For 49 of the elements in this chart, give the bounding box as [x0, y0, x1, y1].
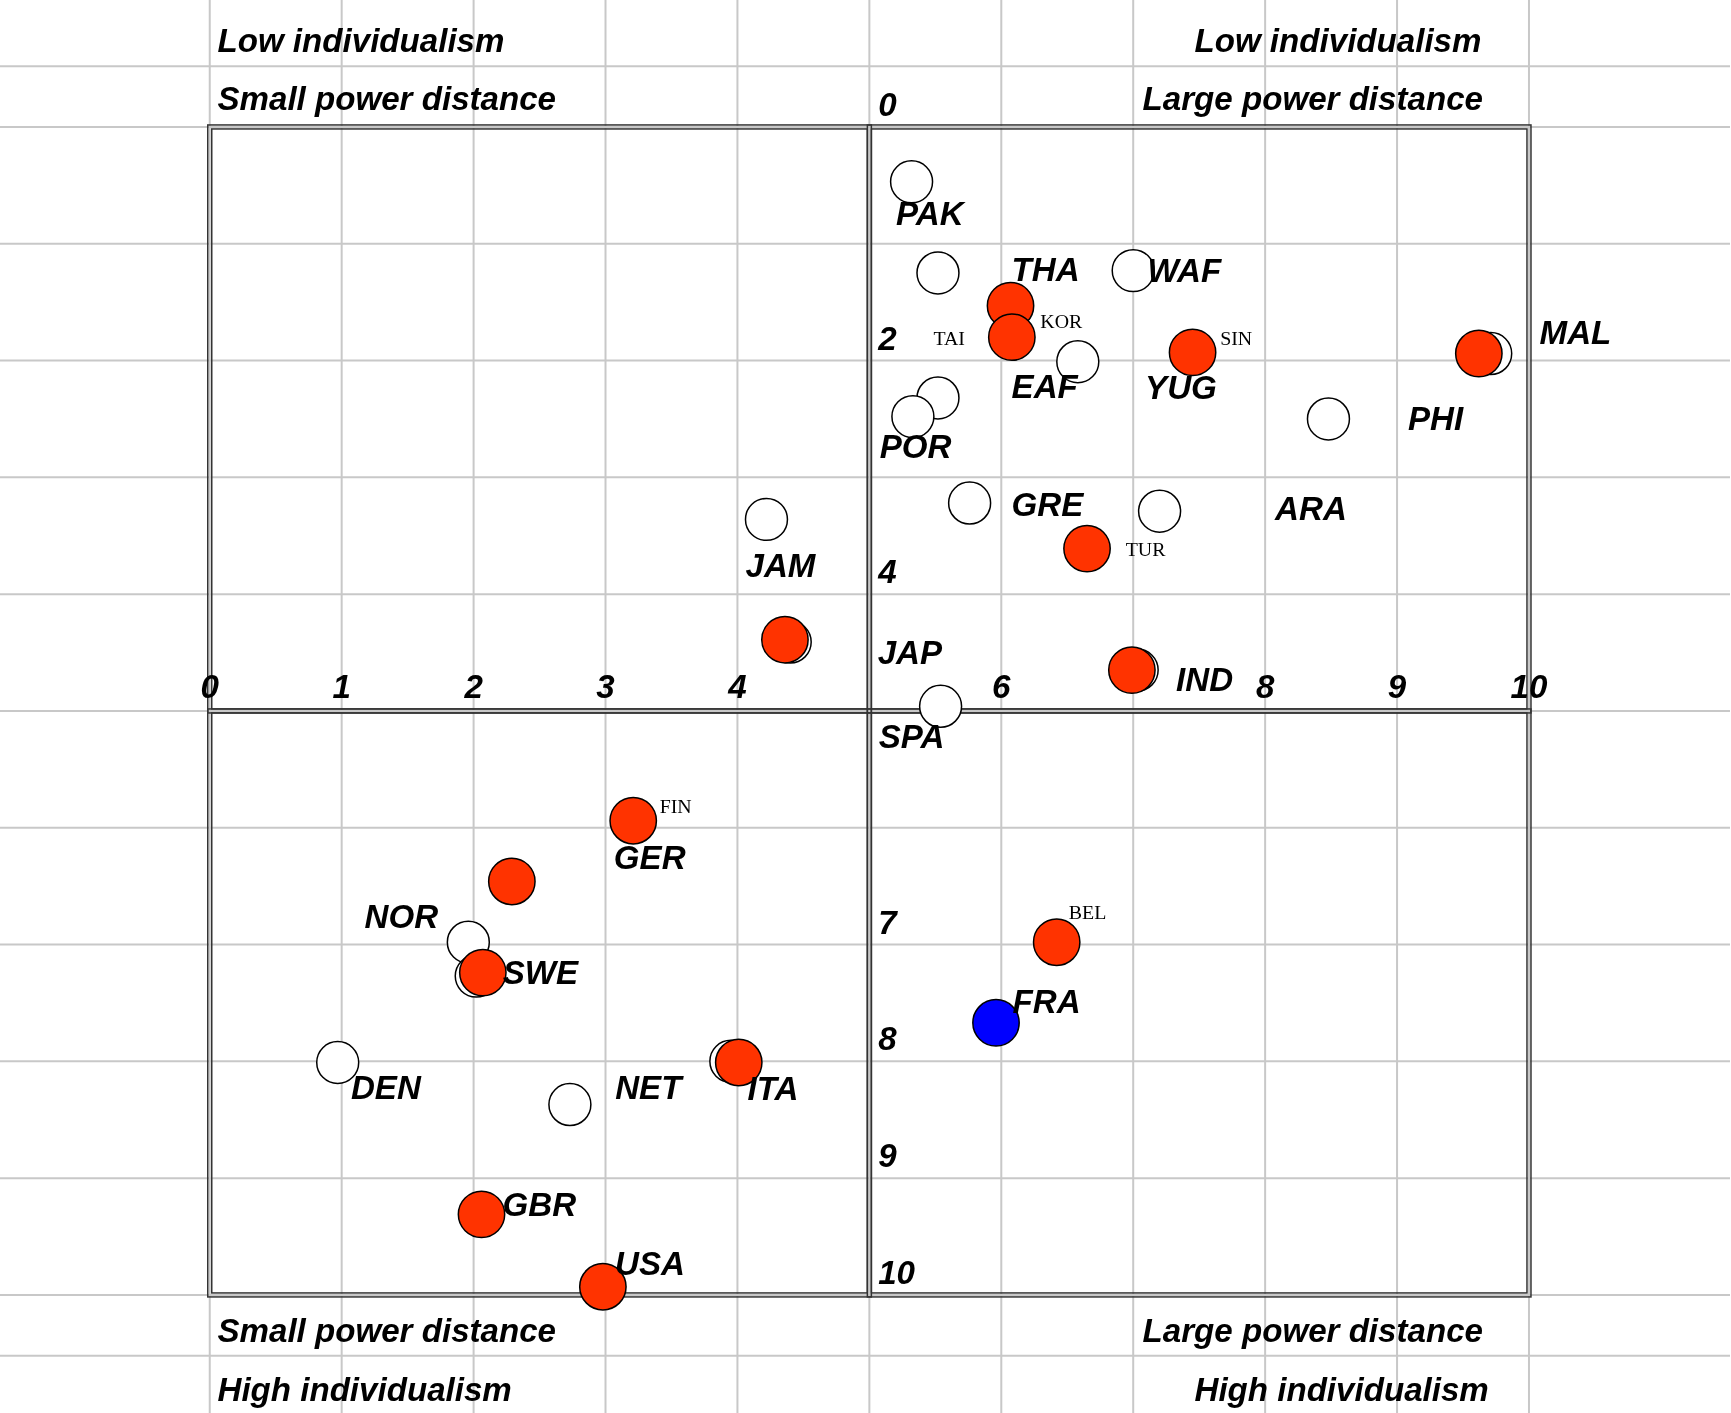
x-tick-label: 4 [727, 667, 747, 705]
annotation: FRA [1012, 982, 1081, 1020]
x-tick-label: 8 [1255, 667, 1275, 705]
annotation: TUR [1125, 538, 1167, 561]
text: Small power distance [217, 1312, 557, 1350]
annotation: FIN [659, 795, 692, 818]
annotation: JAP [877, 633, 943, 671]
annotation: SIN [1220, 326, 1253, 349]
annotation: YUG [1145, 368, 1217, 406]
text: High individualism [217, 1370, 512, 1408]
annotation: NOR [364, 897, 439, 935]
annotation: GBR [502, 1186, 577, 1224]
text: Low individualism [1194, 21, 1482, 59]
annotation: EAF [1011, 368, 1079, 406]
x-tick-label: 2 [463, 667, 484, 705]
y-tick-label: 2 [877, 319, 898, 357]
text: Low individualism [217, 21, 505, 59]
x-tick-label: 3 [596, 667, 616, 705]
x-tick-label: 9 [1387, 667, 1407, 705]
x-tick-label: 1 [332, 667, 351, 705]
annotation: MAL [1539, 313, 1612, 351]
annotation: JAM [745, 546, 817, 584]
text: High individualism [1194, 1370, 1489, 1408]
annotation: KOR [1040, 309, 1084, 332]
y-tick-label: 9 [878, 1137, 898, 1175]
annotation: TAI [933, 327, 965, 350]
annotation: GER [613, 838, 686, 876]
x-tick-label: 6 [992, 667, 1012, 705]
annotation: PAK [896, 194, 966, 232]
annotation: IND [1176, 660, 1234, 698]
text: Small power distance [217, 80, 557, 118]
y-tick-label: 0 [878, 85, 898, 123]
y-tick-label: 4 [877, 553, 897, 591]
y-tick-label: 10 [878, 1253, 916, 1291]
annotation: DEN [350, 1068, 422, 1106]
y-tick-label: 8 [878, 1020, 898, 1058]
annotation: NET [615, 1068, 685, 1106]
annotation: POR [879, 428, 952, 466]
annotation: USA [615, 1244, 685, 1282]
annotation: ARA [1274, 489, 1347, 527]
text: Large power distance [1142, 1312, 1483, 1350]
annotation: THA [1011, 251, 1080, 289]
annotation: ITA [747, 1069, 799, 1107]
annotation: SPA [878, 718, 945, 756]
annotation: PHI [1407, 399, 1464, 437]
text: Large power distance [1142, 80, 1483, 118]
annotation: BEL [1068, 901, 1107, 924]
y-tick-label: 7 [878, 903, 899, 941]
annotation: GRE [1011, 486, 1085, 524]
